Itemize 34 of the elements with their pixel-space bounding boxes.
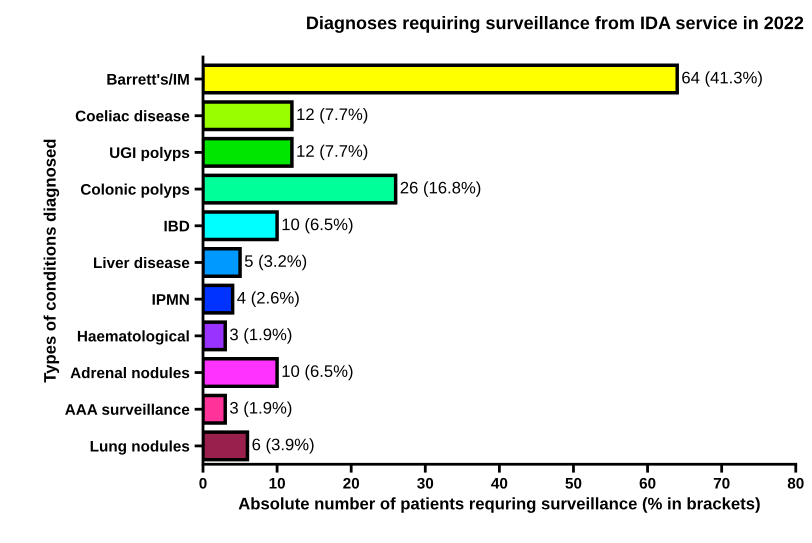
y-axis-title: Types of conditions diagnosed [44, 140, 60, 383]
data-label: 26 (16.8%) [400, 181, 480, 197]
y-tick-label: Coeliac disease [76, 110, 190, 122]
y-tick-label: Liver disease [94, 256, 190, 268]
x-tick-label: 80 [788, 478, 804, 489]
x-tick-label: 50 [565, 478, 582, 489]
chart-title: Diagnoses requiring surveillance from IDA service in 2022 [307, 16, 804, 33]
data-label: 12 (7.7%) [297, 144, 368, 160]
x-tick-label: 30 [417, 478, 434, 489]
data-label: 10 (6.5%) [282, 364, 352, 380]
x-tick-label: 0 [199, 478, 207, 489]
x-tick-label: 60 [640, 478, 656, 489]
y-tick-label: Adrenal nodules [70, 367, 190, 378]
x-tick-label: 20 [343, 478, 360, 489]
data-label: 12 (7.7%) [297, 108, 368, 124]
y-tick-label: AAA surveillance [65, 404, 190, 415]
x-tick-label: 70 [714, 478, 730, 489]
y-tick-label: Lung nodules [90, 440, 190, 455]
y-tick-label: IPMN [152, 294, 189, 305]
x-tick-label: 40 [491, 478, 508, 489]
y-tick-label: UGI polyps [110, 146, 190, 162]
x-axis-title: Absolute number of patients requring surveillance (% in brackets) [238, 497, 760, 513]
y-tick-label: Colonic polyps [80, 184, 190, 198]
data-label: 64 (41.3%) [682, 71, 762, 87]
data-label: 5 (3.2%) [244, 254, 306, 270]
y-tick-label: Haematological [78, 330, 189, 345]
data-label: 3 (1.9%) [230, 328, 292, 344]
data-label: 4 (2.6%) [237, 291, 299, 307]
data-label: 3 (1.9%) [230, 401, 292, 417]
y-tick-label: IBD [164, 220, 190, 232]
data-label: 6 (3.9%) [252, 438, 314, 454]
y-tick-label: Barrett's/IM [107, 73, 189, 85]
x-tick-label: 10 [270, 478, 285, 489]
data-label: 10 (6.5%) [282, 218, 352, 234]
